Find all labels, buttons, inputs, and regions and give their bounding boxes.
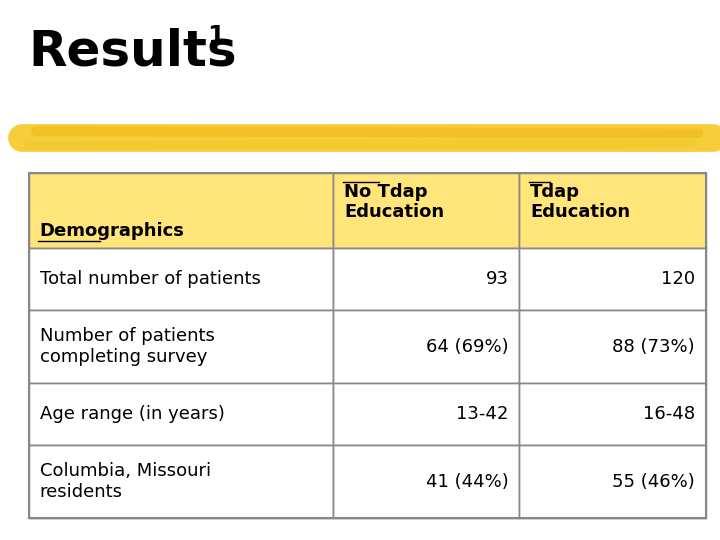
Bar <box>29 173 333 248</box>
Text: Age range (in years): Age range (in years) <box>40 406 225 423</box>
Text: 41 (44%): 41 (44%) <box>426 473 508 491</box>
Bar <box>520 383 706 446</box>
Text: 13-42: 13-42 <box>456 406 508 423</box>
Text: 16-48: 16-48 <box>643 406 695 423</box>
Bar <box>520 446 706 518</box>
Text: No Tdap
Education: No Tdap Education <box>344 183 444 221</box>
Text: 1: 1 <box>207 24 224 48</box>
Text: 64 (69%): 64 (69%) <box>426 338 508 356</box>
Text: 88 (73%): 88 (73%) <box>612 338 695 356</box>
Text: Demographics: Demographics <box>40 222 184 240</box>
Bar <box>333 248 520 310</box>
Text: Results: Results <box>29 27 238 75</box>
Text: Total number of patients: Total number of patients <box>40 271 261 288</box>
Bar <box>333 310 520 383</box>
Bar <box>29 310 333 383</box>
Text: Columbia, Missouri
residents: Columbia, Missouri residents <box>40 462 211 501</box>
Bar <box>520 310 706 383</box>
Bar <box>520 248 706 310</box>
Text: 93: 93 <box>486 271 508 288</box>
Bar <box>333 173 520 248</box>
Bar <box>29 248 333 310</box>
Bar <box>520 173 706 248</box>
Bar <box>333 383 520 446</box>
Text: 120: 120 <box>661 271 695 288</box>
Text: Tdap
Education: Tdap Education <box>531 183 631 221</box>
Bar <box>29 446 333 518</box>
Text: 55 (46%): 55 (46%) <box>612 473 695 491</box>
Bar <box>333 446 520 518</box>
Text: Number of patients
completing survey: Number of patients completing survey <box>40 327 215 366</box>
Bar <box>29 173 706 518</box>
Bar <box>29 383 333 446</box>
